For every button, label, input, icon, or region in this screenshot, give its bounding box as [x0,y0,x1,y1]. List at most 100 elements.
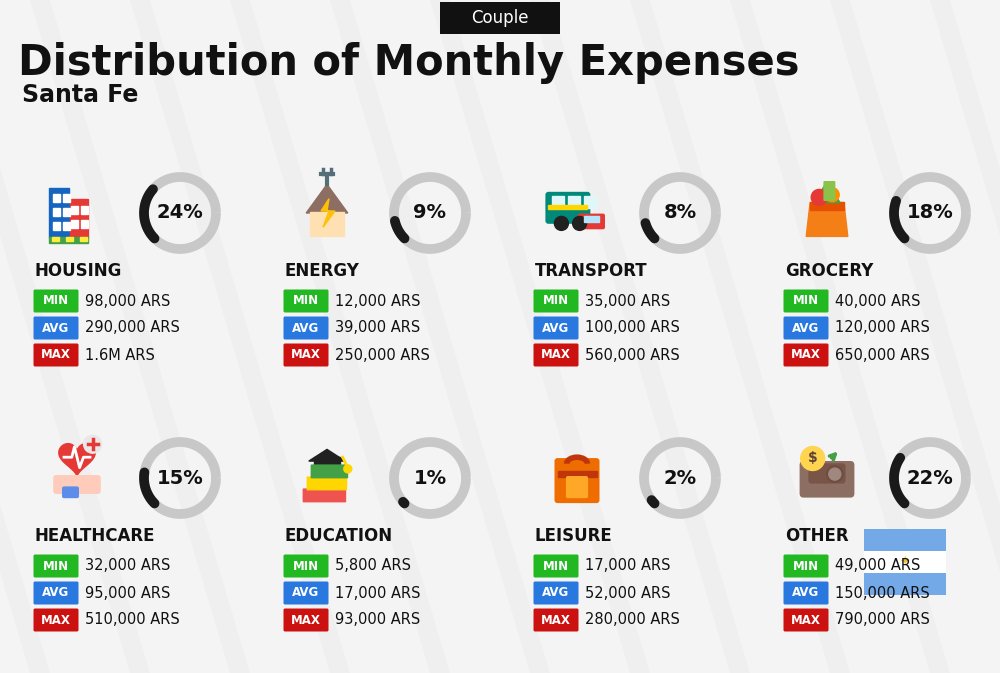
Text: MIN: MIN [43,295,69,308]
Bar [314,457,340,465]
Bar [81,220,88,228]
Text: Distribution of Monthly Expenses: Distribution of Monthly Expenses [18,42,800,84]
Polygon shape [950,0,1000,673]
Text: 24%: 24% [157,203,203,223]
Bar [63,208,70,216]
Text: 22%: 22% [907,468,953,487]
Bar [810,203,844,211]
FancyBboxPatch shape [34,581,78,604]
Text: MAX: MAX [291,349,321,361]
Text: MIN: MIN [293,559,319,573]
FancyBboxPatch shape [284,608,328,631]
Text: MAX: MAX [291,614,321,627]
Text: AVG: AVG [542,322,570,334]
Circle shape [84,435,102,453]
FancyBboxPatch shape [566,476,588,498]
FancyBboxPatch shape [34,343,78,367]
Polygon shape [750,0,1000,673]
Text: MAX: MAX [791,614,821,627]
Text: 18%: 18% [907,203,953,223]
Text: MIN: MIN [293,295,319,308]
Text: 15%: 15% [157,468,203,487]
Text: 650,000 ARS: 650,000 ARS [835,347,930,363]
Bar [310,212,344,236]
Text: AVG: AVG [542,586,570,600]
Text: MAX: MAX [41,614,71,627]
Circle shape [825,188,839,202]
Circle shape [344,465,352,473]
Polygon shape [650,0,930,673]
Bar [70,199,88,238]
Bar [53,194,60,202]
FancyBboxPatch shape [784,316,828,339]
Text: 280,000 ARS: 280,000 ARS [585,612,680,627]
FancyBboxPatch shape [303,489,346,503]
Text: 250,000 ARS: 250,000 ARS [335,347,430,363]
Text: GROCERY: GROCERY [785,262,873,280]
FancyBboxPatch shape [534,343,578,367]
Text: 5,800 ARS: 5,800 ARS [335,559,411,573]
Text: 560,000 ARS: 560,000 ARS [585,347,680,363]
FancyBboxPatch shape [62,487,79,498]
Text: 93,000 ARS: 93,000 ARS [335,612,420,627]
Text: LEISURE: LEISURE [535,527,613,545]
Text: MIN: MIN [543,295,569,308]
Polygon shape [250,0,530,673]
Polygon shape [0,0,30,673]
Bar [53,208,60,216]
Circle shape [827,466,843,482]
Polygon shape [0,0,230,673]
FancyBboxPatch shape [307,476,347,491]
Polygon shape [59,444,95,476]
Bar [80,237,87,241]
FancyBboxPatch shape [34,289,78,312]
FancyBboxPatch shape [440,2,560,34]
FancyBboxPatch shape [864,529,946,551]
Text: 790,000 ARS: 790,000 ARS [835,612,930,627]
FancyBboxPatch shape [534,608,578,631]
Text: MIN: MIN [43,559,69,573]
Text: 98,000 ARS: 98,000 ARS [85,293,170,308]
FancyBboxPatch shape [534,555,578,577]
Text: MAX: MAX [41,349,71,361]
Polygon shape [150,0,430,673]
Circle shape [573,217,587,230]
FancyBboxPatch shape [784,289,828,312]
Text: 2%: 2% [663,468,697,487]
FancyBboxPatch shape [578,213,605,229]
Text: 12,000 ARS: 12,000 ARS [335,293,420,308]
Text: 40,000 ARS: 40,000 ARS [835,293,920,308]
FancyBboxPatch shape [53,475,101,494]
FancyBboxPatch shape [284,343,328,367]
Text: MAX: MAX [791,349,821,361]
FancyBboxPatch shape [823,181,835,201]
Bar [52,237,59,241]
FancyBboxPatch shape [784,343,828,367]
FancyBboxPatch shape [545,192,590,224]
Bar [552,196,564,208]
FancyBboxPatch shape [800,461,854,497]
Text: 39,000 ARS: 39,000 ARS [335,320,420,336]
Polygon shape [850,0,1000,673]
Text: AVG: AVG [292,586,320,600]
Text: 52,000 ARS: 52,000 ARS [585,586,670,600]
Text: Couple: Couple [471,9,529,27]
Text: MAX: MAX [541,349,571,361]
Bar [71,207,78,215]
FancyBboxPatch shape [784,581,828,604]
Text: AVG: AVG [42,586,70,600]
FancyBboxPatch shape [784,608,828,631]
Polygon shape [806,203,848,236]
Text: MIN: MIN [793,559,819,573]
Polygon shape [0,0,130,673]
Bar [63,194,70,202]
Text: AVG: AVG [42,322,70,334]
Text: 120,000 ARS: 120,000 ARS [835,320,930,336]
Text: HOUSING: HOUSING [35,262,122,280]
Bar [568,196,580,208]
Bar [584,215,599,222]
Bar [71,220,78,228]
FancyBboxPatch shape [784,555,828,577]
Bar [548,205,587,209]
FancyBboxPatch shape [534,316,578,339]
